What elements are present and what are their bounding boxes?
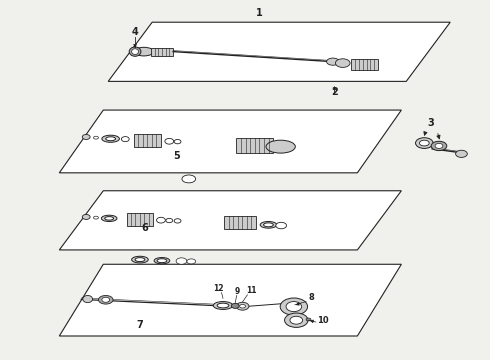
Ellipse shape [102, 135, 120, 142]
Ellipse shape [280, 298, 308, 315]
Ellipse shape [327, 58, 339, 65]
FancyBboxPatch shape [351, 59, 378, 70]
Ellipse shape [154, 257, 170, 264]
Ellipse shape [135, 258, 145, 262]
Ellipse shape [431, 141, 447, 150]
Text: 9: 9 [235, 287, 240, 296]
Ellipse shape [240, 305, 245, 308]
Text: 3: 3 [427, 118, 434, 128]
Ellipse shape [132, 256, 148, 263]
Ellipse shape [231, 303, 239, 309]
Ellipse shape [102, 297, 110, 302]
Polygon shape [108, 22, 450, 81]
Polygon shape [59, 191, 401, 250]
Polygon shape [59, 264, 401, 336]
Ellipse shape [276, 222, 287, 229]
Text: 10: 10 [317, 316, 328, 325]
Ellipse shape [166, 219, 172, 223]
Ellipse shape [187, 259, 196, 264]
Ellipse shape [122, 136, 129, 141]
Ellipse shape [157, 259, 167, 263]
Ellipse shape [134, 47, 154, 56]
FancyBboxPatch shape [237, 138, 273, 153]
FancyBboxPatch shape [151, 48, 173, 55]
Ellipse shape [213, 302, 233, 310]
Text: 4: 4 [132, 27, 139, 37]
Ellipse shape [174, 219, 181, 223]
Ellipse shape [285, 313, 308, 327]
Ellipse shape [174, 139, 181, 144]
Ellipse shape [83, 296, 93, 303]
Ellipse shape [435, 143, 443, 148]
Ellipse shape [260, 221, 277, 228]
Ellipse shape [157, 217, 165, 223]
Text: 8: 8 [308, 293, 314, 302]
Ellipse shape [286, 302, 302, 312]
Text: 7: 7 [137, 320, 143, 330]
Ellipse shape [217, 303, 229, 308]
Ellipse shape [264, 223, 273, 227]
Text: 2: 2 [331, 87, 338, 96]
Text: 1: 1 [256, 8, 263, 18]
Ellipse shape [165, 138, 173, 144]
Ellipse shape [266, 140, 295, 153]
Ellipse shape [106, 137, 116, 141]
Text: 6: 6 [142, 223, 148, 233]
Ellipse shape [335, 59, 350, 67]
Ellipse shape [416, 138, 433, 148]
Ellipse shape [94, 216, 98, 219]
Ellipse shape [82, 134, 90, 139]
Ellipse shape [105, 217, 114, 220]
Text: 5: 5 [173, 151, 180, 161]
Ellipse shape [94, 136, 98, 139]
Ellipse shape [290, 316, 303, 324]
Ellipse shape [236, 302, 249, 310]
Ellipse shape [101, 215, 117, 221]
FancyBboxPatch shape [134, 134, 161, 147]
Ellipse shape [182, 175, 196, 183]
Ellipse shape [306, 318, 311, 321]
Ellipse shape [132, 49, 139, 54]
FancyBboxPatch shape [126, 213, 153, 226]
Ellipse shape [176, 258, 187, 264]
Ellipse shape [98, 296, 113, 304]
Polygon shape [59, 110, 401, 173]
Ellipse shape [129, 47, 141, 56]
Ellipse shape [456, 150, 467, 157]
Text: 11: 11 [246, 286, 257, 295]
FancyBboxPatch shape [224, 216, 256, 229]
Ellipse shape [419, 140, 429, 146]
Text: 12: 12 [213, 284, 223, 293]
Ellipse shape [82, 215, 90, 220]
